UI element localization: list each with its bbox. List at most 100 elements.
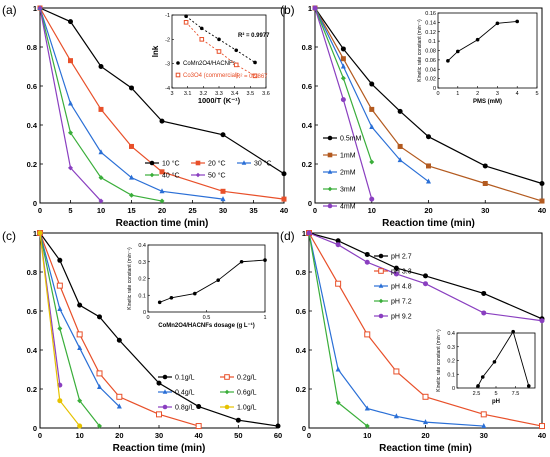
inset-y-label: lnk [151,45,160,57]
x-tick-label: 20 [424,206,432,215]
legend: pH 2.7 pH 3.3 pH 4.8 pH 7.2 pH 9.2 [374,254,412,321]
x-tick-label: 35 [249,206,257,215]
data-point [369,123,375,129]
data-point [306,230,312,236]
inset-x-label: 1000/T (K⁻¹) [198,96,241,105]
x-tick-label: 0 [313,206,317,215]
inset-data-point [169,295,174,300]
inset-x-tick-label: 0 [436,91,439,97]
data-point [335,242,341,248]
legend-marker [224,374,230,380]
inset-frame [456,332,536,389]
data-point [312,5,318,11]
data-point [539,198,545,204]
data-point [340,56,346,62]
inset-data-point [184,14,188,19]
inset-data-point [263,258,267,262]
data-point [159,169,165,175]
data-point [116,393,123,400]
x-axis-label: Reaction time (min) [116,218,209,229]
inset-y-tick-label: -1 [165,13,170,19]
inset-x-tick-label: 0.5 [203,315,211,321]
legend-marker [378,313,384,319]
legend-label: 0.8g/L [175,405,195,412]
inset-data-point [252,73,258,79]
data-point [369,196,375,202]
panel-label: (b) [280,3,295,17]
inset-data-point [199,37,205,42]
x-tick-label: 40 [194,431,202,440]
inset-y-label: Kinetic rate constant (min⁻¹) [127,247,133,310]
x-tick-label: 20 [421,431,429,440]
data-point [426,134,431,140]
inset-x-tick-label: 3.4 [231,91,239,97]
inset-x-tick-label: 2.5 [473,391,481,397]
data-point [423,419,428,425]
y-tick-label: 0 [33,424,37,433]
data-point [116,337,122,343]
data-point [340,46,346,52]
y-tick-label: 0.6 [296,307,306,316]
y-tick-label: 0.2 [27,160,37,169]
x-tick-label: 30 [481,206,489,215]
inset-data-point [515,19,519,24]
data-point [97,423,102,429]
y-tick-label: 0.4 [27,121,38,130]
data-point [77,345,83,351]
legend-marker [327,186,333,192]
x-axis-label: Reaction time (min) [113,443,206,454]
y-tick-label: 0.8 [27,43,37,52]
inset-data-point [193,291,197,296]
inset-x-tick-label: 3.5 [247,91,255,97]
inset-chart: 0 1 2 3 4 5 0 0.02 0.04 0.06 0.08 0.1 0.12 0.14 0.16 PM… [417,11,539,105]
data-point [129,174,134,180]
data-point [68,130,73,136]
inset-y-tick-label: -4 [165,86,170,92]
x-axis-label: Reaction time (min) [379,443,472,454]
y-tick-label: 0.4 [296,346,307,355]
inset-y-tick-label: 0 [452,386,455,392]
data-point [98,64,104,69]
inset-y-tick-label: 0.1 [138,293,146,299]
data-point [422,393,429,400]
y-tick-label: 0 [308,199,312,208]
legend-marker [378,298,384,304]
legend-label: pH 2.7 [391,254,412,261]
inset-x-tick-label: 1 [456,91,459,97]
data-point [397,108,403,114]
data-point [77,423,83,429]
inset-data-point [216,49,222,54]
legend-label: 2mM [340,170,356,177]
data-point [335,238,341,244]
y-tick-label: 0.8 [302,43,312,52]
legend-marker [195,172,201,178]
data-point [68,58,73,64]
x-tick-label: 30 [480,431,488,440]
legend-marker [195,160,201,166]
y-tick-label: 0 [33,199,37,208]
y-tick-label: 1 [308,4,312,13]
inset-x-tick-label: 2 [476,91,479,97]
legend-label: 50 °C [208,172,226,180]
data-point [482,163,488,169]
data-point [369,106,375,112]
y-tick-label: 0.4 [302,121,313,130]
y-tick-label: 1 [33,4,37,13]
x-tick-label: 40 [538,206,546,215]
legend-marker [378,253,384,259]
y-tick-label: 1 [302,229,306,238]
data-point [116,403,122,409]
series-line-4 [39,232,100,427]
data-point [68,165,73,171]
data-point [98,175,104,181]
inset-data-point [157,300,162,305]
data-point [159,198,165,204]
inset-x-tick-label: 3.2 [200,91,208,97]
data-point [129,85,134,91]
y-tick-label: 0.2 [296,385,306,394]
inset-x-tick-label: 4 [516,91,519,97]
data-point [539,423,545,430]
inset-data-point [511,329,515,334]
inset-y-label: Kinetic rate constant (min⁻¹) [436,329,442,392]
